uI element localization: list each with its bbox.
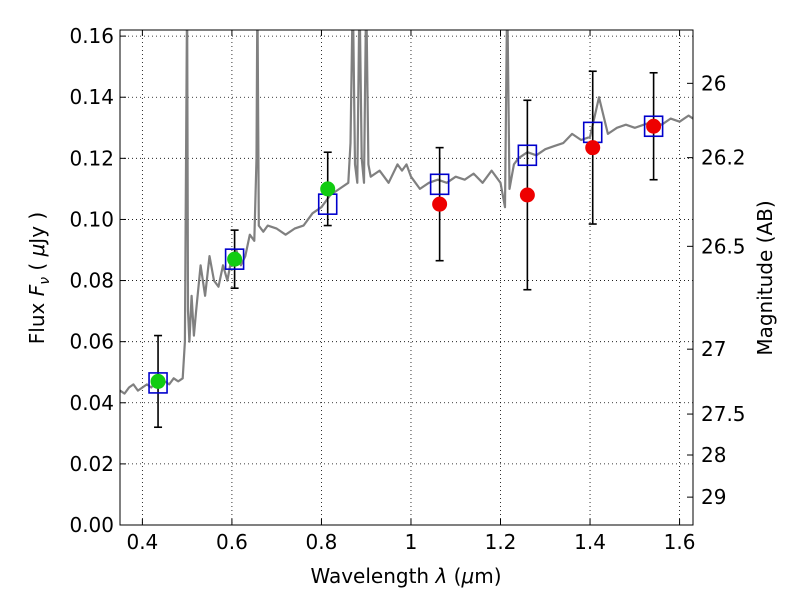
spectrum-line <box>120 30 693 395</box>
mag-tick-label: 26.5 <box>701 234 746 258</box>
observed-flux-point <box>432 196 448 212</box>
y-tick-label: 0.08 <box>69 269 114 293</box>
observed-flux-point <box>519 187 535 203</box>
y-tick-label: 0.00 <box>69 513 114 537</box>
x-axis-label: Wavelength λ (μm) <box>310 564 501 588</box>
axis-ticks: 0.4 0.6 0.8 1 1.2 1.4 1.6 0.00 0.02 0.04 0.06 0.08 0… <box>69 24 745 554</box>
model-flux-square <box>517 144 538 167</box>
x-tick-label: 0.4 <box>126 530 158 554</box>
observed-flux-point <box>320 181 336 197</box>
observed-flux-point <box>150 373 166 389</box>
y-axis-label: Flux Fν ( μJy ) <box>25 212 53 344</box>
x-tick-label: 1 <box>405 530 418 554</box>
mag-tick-label: 27 <box>701 337 726 361</box>
model-flux-square <box>643 115 664 138</box>
y-tick-label: 0.14 <box>69 85 114 109</box>
observed-flux-point <box>585 140 601 156</box>
grid-lines <box>120 30 693 526</box>
plot-background <box>120 30 693 525</box>
mag-tick-label: 28 <box>701 443 726 467</box>
y-tick-label: 0.12 <box>69 146 114 170</box>
mag-tick-label: 26.2 <box>701 146 746 170</box>
model-flux-square <box>224 248 245 270</box>
mag-tick-label: 27.5 <box>701 402 746 426</box>
y-tick-label: 0.02 <box>69 452 114 476</box>
y-tick-label: 0.16 <box>69 24 114 48</box>
observed-flux-point <box>227 251 243 267</box>
mag-tick-label: 29 <box>701 485 726 509</box>
model-flux-square <box>148 372 168 394</box>
x-tick-label: 1.4 <box>574 530 606 554</box>
plot-frame <box>119 29 694 526</box>
y2-axis-label: Magnitude (AB) <box>753 200 777 355</box>
mag-tick-label: 26 <box>701 71 726 95</box>
model-flux-square <box>429 173 450 196</box>
x-tick-label: 1.6 <box>664 530 696 554</box>
photometry-layer <box>148 70 664 429</box>
x-tick-label: 0.6 <box>216 530 248 554</box>
y-tick-label: 0.06 <box>69 330 114 354</box>
y-tick-label: 0.10 <box>69 207 114 231</box>
observed-flux-point <box>646 118 662 134</box>
spectrum-layer <box>120 30 693 395</box>
x-tick-label: 0.8 <box>306 530 338 554</box>
x-tick-label: 1.2 <box>485 530 517 554</box>
y-tick-label: 0.04 <box>69 391 114 415</box>
